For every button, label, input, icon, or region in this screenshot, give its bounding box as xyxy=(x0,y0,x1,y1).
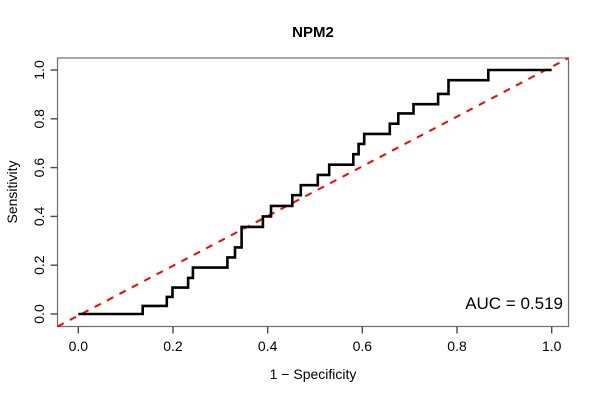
roc-curve-line xyxy=(78,68,552,316)
y-tick-label: 1.0 xyxy=(31,60,47,80)
y-tick-label: 0.6 xyxy=(31,158,47,178)
y-tick-label: 0.8 xyxy=(31,109,47,129)
plot-box xyxy=(56,57,570,328)
auc-annotation: AUC = 0.519 xyxy=(465,294,563,313)
x-tick-label: 0.6 xyxy=(353,338,373,354)
x-tick-label: 0.8 xyxy=(447,338,467,354)
x-tick-label: 0.4 xyxy=(258,338,278,354)
y-tick-label: 0.2 xyxy=(31,255,47,275)
reference-diagonal-line xyxy=(57,57,569,328)
y-tick-label: 0.0 xyxy=(31,304,47,324)
x-axis-ticks: 0.0 0.2 0.4 0.6 0.8 1.0 xyxy=(69,326,562,354)
y-axis-ticks: 0.0 0.2 0.4 0.6 0.8 1.0 xyxy=(31,60,58,324)
x-tick-label: 0.2 xyxy=(163,338,183,354)
x-tick-label: 0.0 xyxy=(69,338,89,354)
y-tick-label: 0.4 xyxy=(31,206,47,226)
y-axis-label: Sensitivity xyxy=(4,160,20,223)
x-tick-label: 1.0 xyxy=(542,338,562,354)
chart-title: NPM2 xyxy=(292,24,334,41)
x-axis-label: 1 − Specificity xyxy=(270,366,357,382)
